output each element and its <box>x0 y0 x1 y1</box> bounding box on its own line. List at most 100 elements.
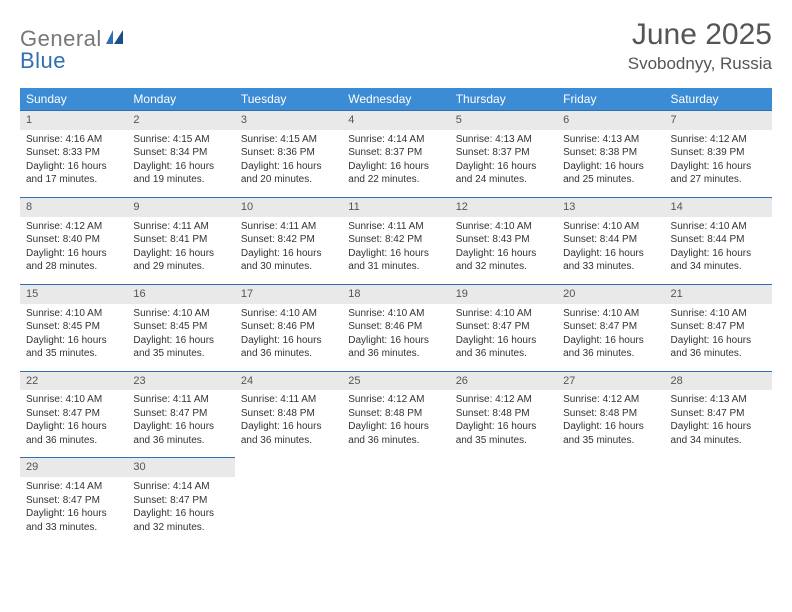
daylight-text: and 32 minutes. <box>133 521 228 535</box>
day-number: 23 <box>127 371 234 391</box>
day-number: 27 <box>557 371 664 391</box>
calendar-day-cell: 21Sunrise: 4:10 AMSunset: 8:47 PMDayligh… <box>665 284 772 371</box>
day-number: 28 <box>665 371 772 391</box>
calendar-day-cell: 28Sunrise: 4:13 AMSunset: 8:47 PMDayligh… <box>665 371 772 458</box>
daylight-text: Daylight: 16 hours <box>456 160 551 174</box>
daylight-text: Daylight: 16 hours <box>26 420 121 434</box>
day-content: Sunrise: 4:12 AMSunset: 8:39 PMDaylight:… <box>665 130 772 197</box>
sunrise-text: Sunrise: 4:10 AM <box>671 307 766 321</box>
day-content: Sunrise: 4:11 AMSunset: 8:41 PMDaylight:… <box>127 217 234 284</box>
sunrise-text: Sunrise: 4:10 AM <box>26 393 121 407</box>
day-content: Sunrise: 4:11 AMSunset: 8:47 PMDaylight:… <box>127 390 234 457</box>
calendar-week-row: 15Sunrise: 4:10 AMSunset: 8:45 PMDayligh… <box>20 284 772 371</box>
calendar-week-row: 1Sunrise: 4:16 AMSunset: 8:33 PMDaylight… <box>20 110 772 197</box>
sunrise-text: Sunrise: 4:10 AM <box>133 307 228 321</box>
calendar-day-cell: 18Sunrise: 4:10 AMSunset: 8:46 PMDayligh… <box>342 284 449 371</box>
day-content: Sunrise: 4:13 AMSunset: 8:37 PMDaylight:… <box>450 130 557 197</box>
daylight-text: and 34 minutes. <box>671 434 766 448</box>
day-content: Sunrise: 4:10 AMSunset: 8:47 PMDaylight:… <box>20 390 127 457</box>
sunset-text: Sunset: 8:47 PM <box>456 320 551 334</box>
sunrise-text: Sunrise: 4:14 AM <box>348 133 443 147</box>
sunrise-text: Sunrise: 4:15 AM <box>133 133 228 147</box>
sunrise-text: Sunrise: 4:13 AM <box>671 393 766 407</box>
day-content: Sunrise: 4:10 AMSunset: 8:47 PMDaylight:… <box>450 304 557 371</box>
day-content: Sunrise: 4:10 AMSunset: 8:44 PMDaylight:… <box>665 217 772 284</box>
sunset-text: Sunset: 8:47 PM <box>133 494 228 508</box>
day-number: 11 <box>342 197 449 217</box>
daylight-text: Daylight: 16 hours <box>563 420 658 434</box>
sunrise-text: Sunrise: 4:15 AM <box>241 133 336 147</box>
daylight-text: and 19 minutes. <box>133 173 228 187</box>
calendar-day-cell: 13Sunrise: 4:10 AMSunset: 8:44 PMDayligh… <box>557 197 664 284</box>
daylight-text: Daylight: 16 hours <box>133 420 228 434</box>
sunrise-text: Sunrise: 4:13 AM <box>456 133 551 147</box>
daylight-text: Daylight: 16 hours <box>241 334 336 348</box>
day-number: 13 <box>557 197 664 217</box>
sunrise-text: Sunrise: 4:12 AM <box>348 393 443 407</box>
calendar-day-cell: 30Sunrise: 4:14 AMSunset: 8:47 PMDayligh… <box>127 457 234 544</box>
weekday-header: Friday <box>557 88 664 110</box>
day-number: 22 <box>20 371 127 391</box>
day-content: Sunrise: 4:12 AMSunset: 8:40 PMDaylight:… <box>20 217 127 284</box>
day-content: Sunrise: 4:13 AMSunset: 8:38 PMDaylight:… <box>557 130 664 197</box>
daylight-text: and 35 minutes. <box>133 347 228 361</box>
day-content: Sunrise: 4:13 AMSunset: 8:47 PMDaylight:… <box>665 390 772 457</box>
calendar-day-cell: 2Sunrise: 4:15 AMSunset: 8:34 PMDaylight… <box>127 110 234 197</box>
daylight-text: and 33 minutes. <box>563 260 658 274</box>
daylight-text: Daylight: 16 hours <box>671 420 766 434</box>
sunset-text: Sunset: 8:47 PM <box>133 407 228 421</box>
sunrise-text: Sunrise: 4:12 AM <box>563 393 658 407</box>
daylight-text: and 20 minutes. <box>241 173 336 187</box>
sunset-text: Sunset: 8:37 PM <box>348 146 443 160</box>
daylight-text: and 36 minutes. <box>133 434 228 448</box>
daylight-text: and 36 minutes. <box>241 434 336 448</box>
daylight-text: Daylight: 16 hours <box>563 334 658 348</box>
day-number: 16 <box>127 284 234 304</box>
calendar-day-cell: 25Sunrise: 4:12 AMSunset: 8:48 PMDayligh… <box>342 371 449 458</box>
sunrise-text: Sunrise: 4:13 AM <box>563 133 658 147</box>
daylight-text: Daylight: 16 hours <box>563 247 658 261</box>
daylight-text: Daylight: 16 hours <box>26 160 121 174</box>
calendar-header-row: SundayMondayTuesdayWednesdayThursdayFrid… <box>20 88 772 110</box>
calendar-day-cell: 3Sunrise: 4:15 AMSunset: 8:36 PMDaylight… <box>235 110 342 197</box>
calendar-day-cell: 8Sunrise: 4:12 AMSunset: 8:40 PMDaylight… <box>20 197 127 284</box>
day-content: Sunrise: 4:10 AMSunset: 8:46 PMDaylight:… <box>235 304 342 371</box>
daylight-text: Daylight: 16 hours <box>241 160 336 174</box>
calendar-day-cell: 12Sunrise: 4:10 AMSunset: 8:43 PMDayligh… <box>450 197 557 284</box>
daylight-text: Daylight: 16 hours <box>241 247 336 261</box>
sunrise-text: Sunrise: 4:12 AM <box>671 133 766 147</box>
daylight-text: Daylight: 16 hours <box>456 420 551 434</box>
day-number: 24 <box>235 371 342 391</box>
daylight-text: and 36 minutes. <box>563 347 658 361</box>
day-number: 25 <box>342 371 449 391</box>
day-number: 5 <box>450 110 557 130</box>
sunset-text: Sunset: 8:48 PM <box>241 407 336 421</box>
sunset-text: Sunset: 8:48 PM <box>456 407 551 421</box>
sunset-text: Sunset: 8:47 PM <box>671 407 766 421</box>
daylight-text: Daylight: 16 hours <box>456 334 551 348</box>
sunrise-text: Sunrise: 4:10 AM <box>348 307 443 321</box>
daylight-text: and 30 minutes. <box>241 260 336 274</box>
daylight-text: and 33 minutes. <box>26 521 121 535</box>
sunset-text: Sunset: 8:43 PM <box>456 233 551 247</box>
day-number: 20 <box>557 284 664 304</box>
daylight-text: Daylight: 16 hours <box>133 507 228 521</box>
daylight-text: and 36 minutes. <box>348 347 443 361</box>
sunset-text: Sunset: 8:47 PM <box>26 494 121 508</box>
sunrise-text: Sunrise: 4:10 AM <box>26 307 121 321</box>
sunrise-text: Sunrise: 4:10 AM <box>456 307 551 321</box>
daylight-text: and 35 minutes. <box>26 347 121 361</box>
calendar-day-cell: 24Sunrise: 4:11 AMSunset: 8:48 PMDayligh… <box>235 371 342 458</box>
daylight-text: and 17 minutes. <box>26 173 121 187</box>
day-number: 29 <box>20 457 127 477</box>
sunset-text: Sunset: 8:39 PM <box>671 146 766 160</box>
day-number: 10 <box>235 197 342 217</box>
day-content: Sunrise: 4:10 AMSunset: 8:45 PMDaylight:… <box>127 304 234 371</box>
calendar-day-cell <box>342 457 449 544</box>
calendar-day-cell: 27Sunrise: 4:12 AMSunset: 8:48 PMDayligh… <box>557 371 664 458</box>
sunrise-text: Sunrise: 4:12 AM <box>26 220 121 234</box>
day-content: Sunrise: 4:15 AMSunset: 8:34 PMDaylight:… <box>127 130 234 197</box>
daylight-text: Daylight: 16 hours <box>671 334 766 348</box>
day-number: 30 <box>127 457 234 477</box>
day-number: 14 <box>665 197 772 217</box>
